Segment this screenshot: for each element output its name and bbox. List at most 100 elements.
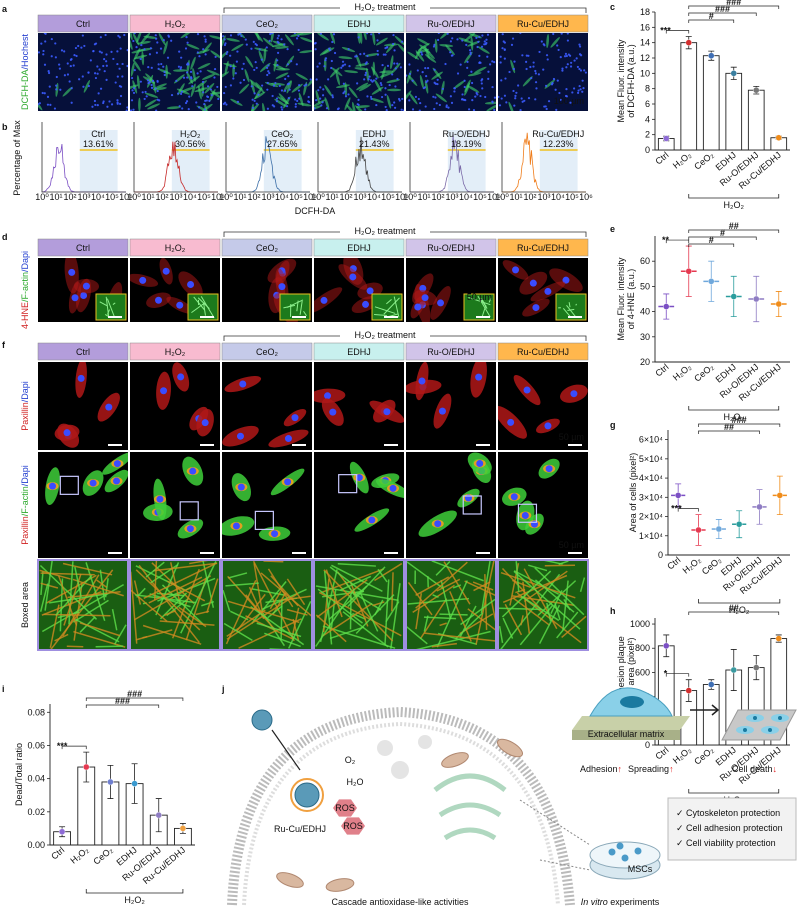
nucleus: [190, 76, 193, 79]
sig-bracket: [688, 19, 735, 23]
treatment-label: H₂O₂ treatment: [354, 330, 416, 340]
cell: [138, 97, 141, 111]
cell: [286, 80, 293, 94]
nucleus: [317, 89, 320, 92]
nucleus: [331, 96, 334, 99]
stain-label: Paxillin/Dapi: [20, 381, 30, 431]
nucleus: [114, 81, 117, 84]
o2-label: O₂: [345, 755, 356, 765]
nucleus: [105, 78, 108, 81]
x-tick-label: 10⁰: [403, 192, 417, 202]
group-label: Ru-Cu/EDHJ: [517, 19, 569, 29]
nucleus: [46, 95, 50, 98]
nucleus: [493, 61, 496, 64]
nucleus: [491, 85, 494, 89]
nucleus: [55, 88, 58, 91]
nucleus: [379, 82, 382, 85]
nucleus: [275, 97, 279, 100]
fiber: [135, 629, 173, 641]
fiber: [534, 567, 585, 616]
schematic-caption: Cascade antioxidase-like activities: [331, 897, 469, 907]
stain-label-part: /Dapi: [20, 465, 30, 486]
nucleus: [131, 89, 134, 92]
nucleus: [319, 86, 322, 89]
sig-label: #: [720, 228, 725, 238]
nucleus: [523, 386, 531, 394]
fiber: [286, 608, 308, 616]
bar: [702, 55, 720, 151]
group-label-box: [37, 14, 129, 33]
nucleus: [130, 109, 133, 111]
fiber: [79, 622, 121, 637]
cell: [362, 33, 367, 41]
nucleus: [560, 33, 563, 35]
fiber: [322, 590, 365, 598]
mean-dot: [107, 778, 114, 786]
fiber: [321, 602, 373, 637]
nucleus: [571, 91, 574, 94]
nucleus: [529, 279, 537, 287]
frame: [129, 559, 221, 651]
cell: [371, 86, 384, 95]
nucleus: [535, 87, 538, 90]
cell: [244, 68, 250, 83]
ecm-front: [572, 730, 680, 740]
fiber: [477, 295, 491, 318]
micrograph: [130, 33, 220, 111]
row-label: Boxed area: [20, 582, 30, 628]
fiber: [145, 561, 165, 578]
nucleus: [435, 102, 438, 105]
cell: [197, 63, 211, 70]
nucleus: [461, 93, 464, 96]
x-tick-label: 10²: [431, 192, 444, 202]
mean-dot: [663, 303, 670, 310]
nucleus: [213, 67, 217, 71]
fiber: [436, 580, 468, 648]
nucleus: [155, 51, 158, 54]
nucleus: [188, 95, 191, 98]
nucleus: [511, 37, 515, 40]
nucleus: [255, 66, 258, 69]
nucleus: [87, 71, 90, 74]
y-tick-label: 16: [640, 22, 650, 32]
nucleus: [143, 97, 146, 101]
cell: [163, 40, 168, 55]
nucleus: [41, 91, 44, 95]
cell: [62, 86, 73, 97]
nucleus: [58, 67, 61, 70]
nucleus: [284, 77, 287, 81]
image-bg: [222, 452, 312, 558]
nucleus: [55, 75, 58, 79]
image-content: [267, 258, 311, 322]
nucleus: [271, 530, 279, 538]
nucleus: [436, 78, 439, 81]
nucleus: [450, 54, 453, 57]
nucleus: [82, 85, 85, 88]
nucleus: [87, 84, 90, 88]
nucleus: [384, 87, 387, 90]
mean-dot: [708, 52, 715, 59]
fiber: [390, 583, 401, 649]
nucleus: [276, 37, 279, 40]
nucleus: [380, 95, 384, 99]
nucleus: [507, 418, 515, 426]
nucleus: [81, 75, 84, 78]
nucleus: [181, 107, 184, 110]
mscs-label: MSCs: [628, 864, 653, 874]
fiber: [435, 560, 451, 576]
x-tick-label: 10⁶: [487, 192, 501, 202]
nucleus: [523, 99, 526, 102]
group-label: Ru-Cu/EDHJ: [517, 347, 569, 357]
nucleus: [545, 107, 548, 111]
nucleus: [565, 88, 568, 91]
cell-nucleus: [620, 696, 644, 708]
nucleus: [330, 66, 333, 70]
nucleus: [314, 42, 317, 45]
nucleus: [268, 39, 271, 42]
nucleus: [275, 100, 279, 103]
cell: [387, 88, 402, 92]
nucleus: [569, 101, 572, 104]
nucleus: [272, 84, 276, 87]
nucleus: [242, 78, 246, 82]
cell: [195, 80, 208, 89]
